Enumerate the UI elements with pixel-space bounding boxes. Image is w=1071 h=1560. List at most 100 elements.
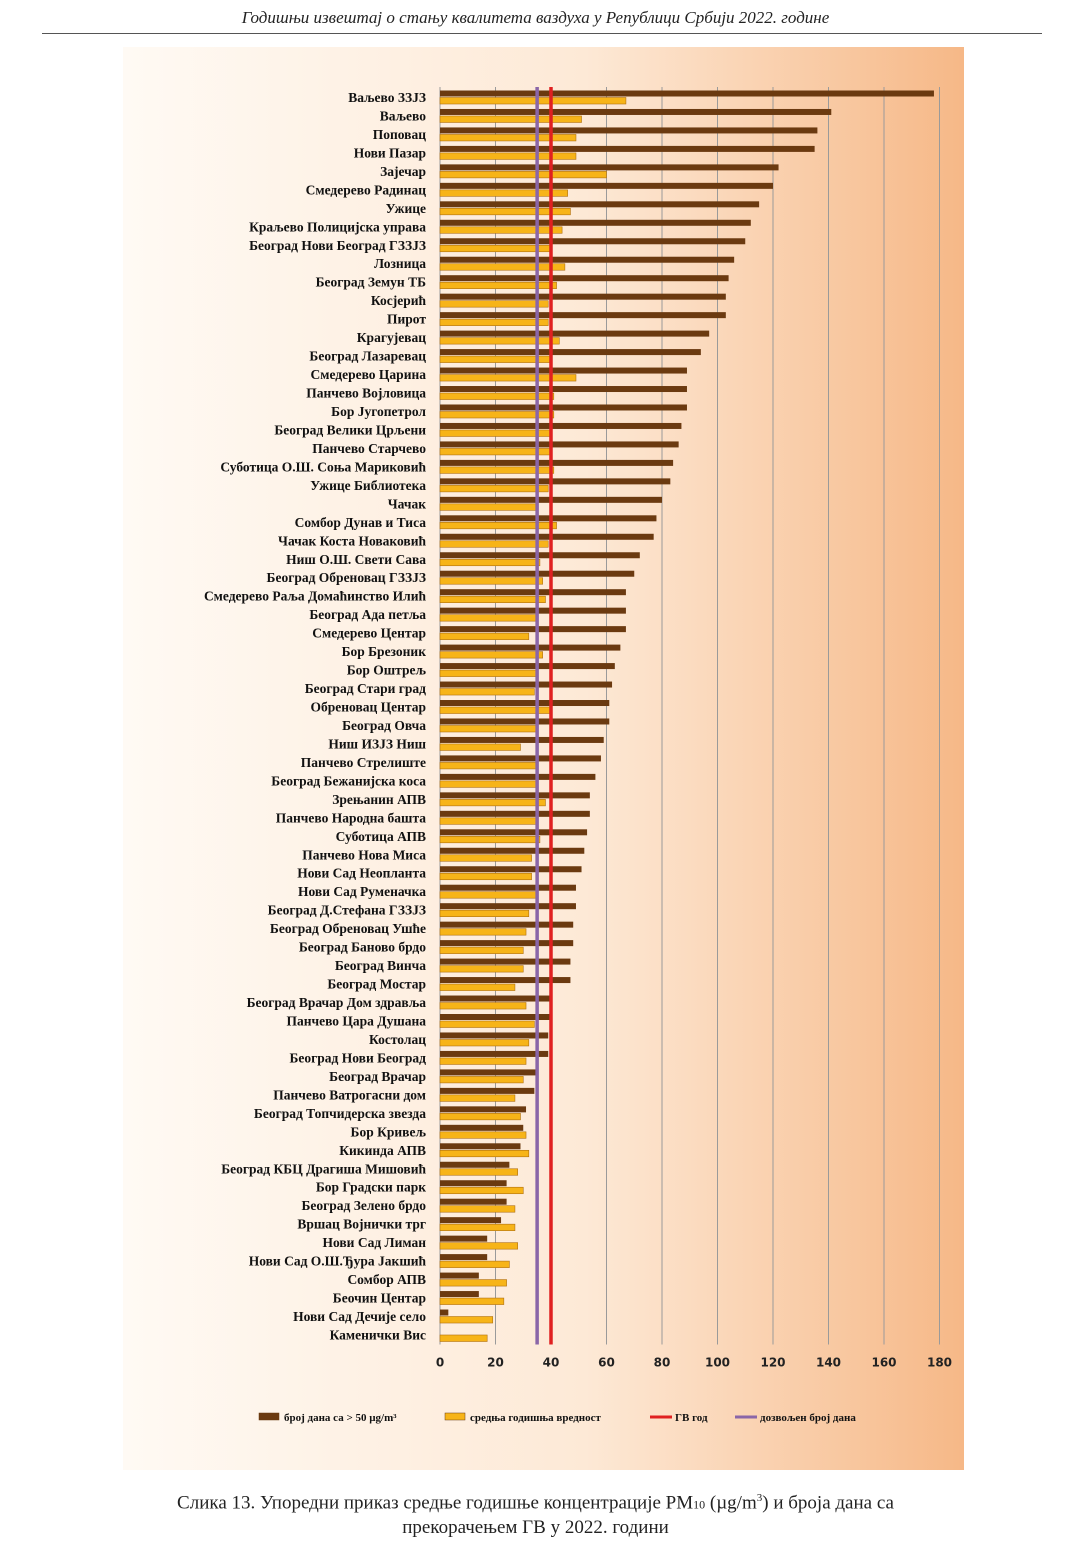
category-label: Београд Д.Стефана ГЗЗЈЗ [268, 903, 426, 918]
bar-days-over-limit [440, 478, 671, 485]
bar-annual-mean [439, 189, 568, 197]
bar-days-over-limit [440, 1309, 449, 1316]
category-label: Београд Овча [342, 718, 426, 733]
legend: број дана са > 50 µg/m³ средња годишња вр… [258, 1412, 856, 1424]
legend-swatch [444, 1412, 466, 1421]
category-label: Панчево Војловица [306, 386, 426, 401]
category-label: Краљево Полицијска управа [249, 219, 426, 234]
bar-annual-mean [439, 1334, 488, 1342]
category-label: Нови Сад Лиман [322, 1235, 426, 1250]
bar-annual-mean [439, 485, 549, 493]
x-tick-label: 120 [760, 1355, 785, 1369]
bar-days-over-limit [440, 1106, 527, 1113]
category-label: Зрењанин АПВ [332, 792, 426, 807]
bar-annual-mean [439, 97, 627, 105]
bar-days-over-limit [440, 275, 729, 282]
bar-annual-mean [439, 374, 577, 382]
bar-annual-mean [439, 1242, 518, 1250]
bar-annual-mean [439, 1260, 510, 1268]
bar-days-over-limit [440, 256, 735, 263]
bar-days-over-limit [440, 607, 626, 614]
category-label: Косјерић [371, 293, 427, 308]
category-label: Београд Врачар [329, 1069, 426, 1084]
bar-days-over-limit [440, 219, 751, 226]
category-label: Крагујевац [357, 330, 426, 345]
bar-annual-mean [439, 1297, 505, 1305]
bar-days-over-limit [440, 145, 815, 152]
bar-days-over-limit [440, 773, 596, 780]
bar-days-over-limit [440, 792, 590, 799]
bar-annual-mean [439, 244, 552, 253]
bar-annual-mean [439, 226, 563, 234]
category-label: Панчево Ватрогасни дом [273, 1087, 426, 1102]
category-label: Поповац [373, 127, 426, 142]
bar-annual-mean [439, 558, 541, 567]
bar-annual-mean [439, 300, 549, 308]
bar-annual-mean [439, 281, 557, 289]
reference-lines [535, 87, 553, 1345]
x-tick-label: 0 [436, 1355, 444, 1369]
bar-annual-mean [439, 503, 538, 511]
bar-days-over-limit [440, 533, 654, 540]
bar-annual-mean [439, 392, 555, 400]
bar-annual-mean [439, 946, 524, 954]
bar-annual-mean [439, 115, 582, 123]
bar-days-over-limit [440, 1124, 524, 1131]
x-tick-label: 160 [871, 1355, 896, 1369]
bar-days-over-limit [440, 663, 615, 670]
bar-annual-mean [439, 171, 607, 179]
x-tick-label: 40 [543, 1355, 560, 1369]
bar-days-over-limit [440, 201, 760, 208]
category-label: Смедерево Центар [312, 626, 426, 641]
bar-days-over-limit [440, 1032, 549, 1039]
bar-annual-mean [439, 411, 555, 419]
caption-subscript: 10 [693, 1497, 706, 1512]
bar-days-over-limit [440, 422, 682, 429]
bar-annual-mean [439, 577, 543, 585]
x-tick-label: 80 [654, 1355, 671, 1369]
bar-annual-mean [439, 355, 552, 363]
bar-days-over-limit [440, 995, 551, 1002]
bar-annual-mean [439, 762, 538, 770]
bar-annual-mean [439, 1186, 524, 1195]
category-label: Београд Земун ТБ [316, 275, 426, 290]
bar-days-over-limit [440, 903, 576, 910]
bar-days-over-limit [440, 755, 601, 762]
bar-annual-mean [439, 1168, 518, 1176]
bar-days-over-limit [440, 1217, 502, 1224]
category-label: Панчево Народна башта [276, 810, 427, 825]
bar-annual-mean [439, 1057, 527, 1065]
bar-annual-mean [439, 983, 516, 991]
bar-annual-mean [439, 1279, 507, 1287]
figure-caption: Слика 13. Упоредни приказ средње годишње… [0, 1486, 1071, 1540]
bar-annual-mean [439, 743, 521, 751]
category-label: Ужице Библиотека [310, 478, 426, 493]
x-tick-label: 20 [487, 1355, 504, 1369]
bar-days-over-limit [440, 1291, 479, 1298]
category-label: Вршац Војнички трг [297, 1217, 426, 1232]
bar-days-over-limit [440, 404, 687, 411]
category-label: Београд Нови Београд ГЗЗЈЗ [249, 238, 426, 253]
legend-label: дозвољен број дана [760, 1412, 856, 1424]
bar-days-over-limit [440, 958, 571, 965]
category-label: Панчево Нова Миса [302, 847, 426, 862]
bar-annual-mean [439, 614, 538, 622]
category-label: Каменички Вис [330, 1327, 426, 1342]
bar-annual-mean [439, 1113, 521, 1121]
bar-days-over-limit [440, 312, 726, 319]
header-rule [42, 33, 1042, 34]
category-label: Суботица О.Ш. Соња Мариковић [220, 459, 426, 474]
category-label: Смедерево Царина [311, 367, 427, 382]
bar-days-over-limit [440, 127, 818, 134]
bar-annual-mean [439, 1002, 527, 1010]
bar-annual-mean [439, 522, 557, 530]
bar-annual-mean [439, 429, 552, 437]
category-label: Београд Нови Београд [289, 1050, 426, 1065]
bar-annual-mean [439, 891, 538, 899]
category-label: Београд Обреновац ГЗЗЈЗ [267, 570, 426, 585]
bar-annual-mean [439, 799, 546, 807]
category-label: Суботица АПВ [336, 829, 426, 844]
bar-annual-mean [439, 872, 532, 881]
category-label: Бор Кривељ [351, 1124, 427, 1139]
x-tick-label: 100 [705, 1355, 730, 1369]
